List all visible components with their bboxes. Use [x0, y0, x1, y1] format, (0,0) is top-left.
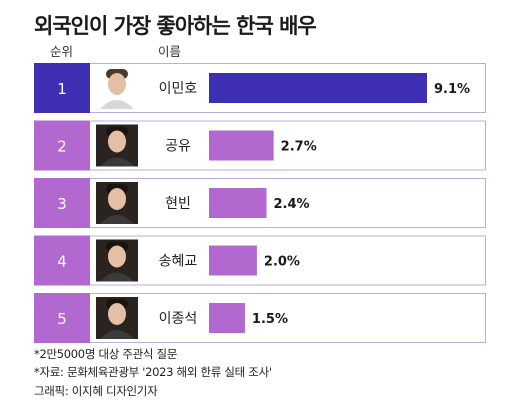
- rank-label: 2: [57, 138, 67, 156]
- bar: [209, 245, 257, 276]
- portrait-shoulders: [100, 330, 134, 339]
- rank-label: 5: [57, 310, 67, 328]
- bar: [209, 73, 427, 103]
- chart-title: 외국인이 가장 좋아하는 한국 배우: [34, 14, 317, 38]
- actor-name: 현빈: [165, 196, 191, 212]
- bar: [209, 188, 267, 218]
- rank-cell: [34, 293, 90, 343]
- value-label: 2.7%: [281, 140, 317, 155]
- actor-name: 이민호: [159, 81, 198, 97]
- actor-name: 이종석: [159, 311, 198, 327]
- portrait-shoulders: [100, 157, 134, 167]
- portrait-shoulders: [100, 215, 134, 224]
- rank-header: 순위: [50, 44, 74, 59]
- value-label: 2.4%: [273, 197, 309, 212]
- rank-cell: [34, 120, 90, 171]
- footnote-survey: *2만5000명 대상 주관식 질문: [34, 347, 178, 361]
- portrait-face: [108, 73, 126, 95]
- footnote-credit: 그래픽: 이지혜 디자인기자: [34, 384, 158, 398]
- value-label: 2.0%: [264, 255, 300, 270]
- rank-cell: [34, 235, 90, 286]
- rank-label: 1: [57, 80, 67, 98]
- rank-cell: [34, 63, 90, 113]
- portrait-shoulders: [100, 100, 134, 109]
- name-header: 이름: [158, 44, 182, 59]
- value-label: 1.5%: [252, 312, 288, 327]
- bar: [209, 130, 274, 161]
- portrait-face: [108, 245, 126, 268]
- actor-name: 공유: [165, 139, 191, 155]
- bar: [209, 303, 245, 333]
- portrait-face: [108, 130, 126, 153]
- rank-cell: [34, 178, 90, 228]
- rank-label: 4: [57, 253, 67, 271]
- portrait-shoulders: [100, 272, 134, 282]
- footnote-source: *자료: 문화체육관광부 '2023 해외 한류 실태 조사': [34, 365, 272, 379]
- portrait-face: [108, 188, 126, 210]
- value-label: 9.1%: [434, 82, 470, 97]
- rank-label: 3: [57, 195, 67, 213]
- portrait-face: [108, 303, 126, 325]
- actor-name: 송혜교: [159, 254, 198, 270]
